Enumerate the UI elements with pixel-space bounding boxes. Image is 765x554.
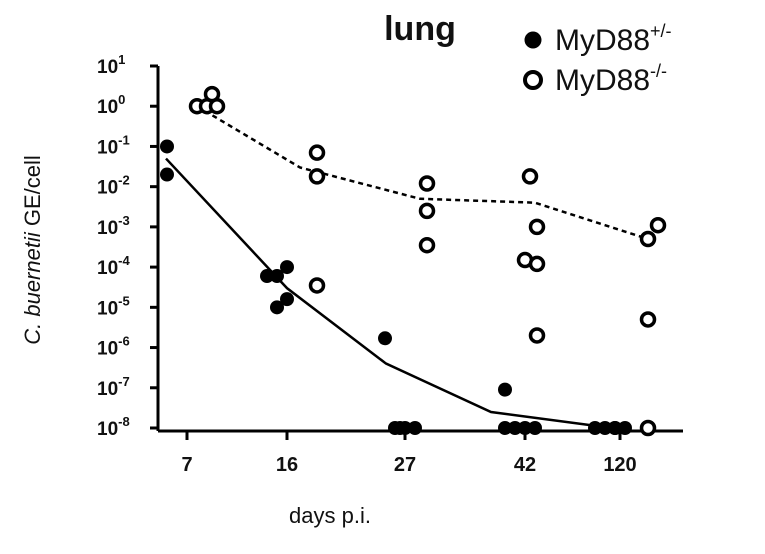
y-tick-label: 10-2 xyxy=(97,173,130,199)
data-point-heterozygous xyxy=(160,139,174,154)
data-point-knockout xyxy=(528,218,546,236)
data-point-heterozygous xyxy=(378,331,392,346)
y-axis-label: C. buernetii GE/cell xyxy=(20,155,45,345)
data-point-knockout xyxy=(308,168,326,185)
x-ticks: 7 16 27 42 120 xyxy=(181,431,637,476)
y-tick-label: 10-4 xyxy=(97,253,130,279)
data-point-knockout xyxy=(639,230,657,248)
data-point-heterozygous xyxy=(588,421,602,435)
data-point-heterozygous xyxy=(528,421,542,435)
y-tick-label: 10-8 xyxy=(97,414,130,440)
data-point-heterozygous xyxy=(518,421,532,435)
data-point-knockout xyxy=(528,255,546,273)
data-point-knockout xyxy=(418,236,436,254)
data-point-heterozygous xyxy=(260,269,274,284)
x-tick-label: 16 xyxy=(276,454,298,476)
data-point-heterozygous xyxy=(393,421,407,435)
legend-label-heterozygous: MyD88+/- xyxy=(555,21,672,57)
data-point-heterozygous xyxy=(508,421,522,435)
data-point-heterozygous xyxy=(160,167,174,182)
legend-label-knockout: MyD88-/- xyxy=(555,61,667,97)
y-tick-label: 10-7 xyxy=(97,374,130,400)
x-tick-label: 120 xyxy=(603,454,636,476)
y-tick-label: 10-1 xyxy=(97,132,130,158)
x-tick-label: 7 xyxy=(181,454,192,476)
data-point-knockout xyxy=(639,311,657,328)
data-point-knockout xyxy=(418,175,436,192)
data-point-knockout xyxy=(308,277,326,294)
data-point-knockout xyxy=(639,419,657,437)
data-point-heterozygous xyxy=(598,421,612,435)
data-point-knockout xyxy=(649,216,667,234)
data-point-heterozygous xyxy=(270,300,284,315)
data-point-heterozygous xyxy=(280,260,294,275)
data-point-heterozygous xyxy=(498,382,512,397)
data-point-heterozygous xyxy=(270,269,284,284)
chart-title: lung xyxy=(384,10,456,48)
data-point-heterozygous xyxy=(498,421,512,435)
data-point-knockout xyxy=(521,168,539,185)
data-points xyxy=(160,85,667,437)
data-point-knockout xyxy=(208,97,226,115)
data-point-heterozygous xyxy=(608,421,622,435)
mean-lines xyxy=(165,105,649,430)
y-tick-label: 100 xyxy=(97,92,125,118)
data-point-knockout xyxy=(528,327,546,344)
x-axis-label: days p.i. xyxy=(289,503,371,528)
y-tick-label: 10-5 xyxy=(97,293,130,319)
data-point-heterozygous xyxy=(280,292,294,307)
mean-line-heterozygous xyxy=(165,157,613,430)
y-tick-label: 101 xyxy=(97,52,125,78)
y-ticks: 101 100 10-1 10-2 10-3 10-4 10-5 10-6 10-7 10-8 xyxy=(97,52,158,440)
y-tick-label: 10-3 xyxy=(97,213,130,239)
data-point-heterozygous xyxy=(618,421,632,435)
legend-marker-filled xyxy=(524,31,542,49)
data-point-heterozygous xyxy=(408,421,422,435)
legend-marker-open xyxy=(523,70,543,90)
data-point-knockout xyxy=(308,144,326,161)
y-tick-label: 10-6 xyxy=(97,334,130,360)
x-tick-label: 42 xyxy=(514,454,536,476)
legend: MyD88+/- MyD88-/- xyxy=(523,21,672,97)
mean-line-knockout xyxy=(196,105,649,241)
data-point-knockout xyxy=(418,202,436,220)
x-tick-label: 27 xyxy=(394,454,416,476)
